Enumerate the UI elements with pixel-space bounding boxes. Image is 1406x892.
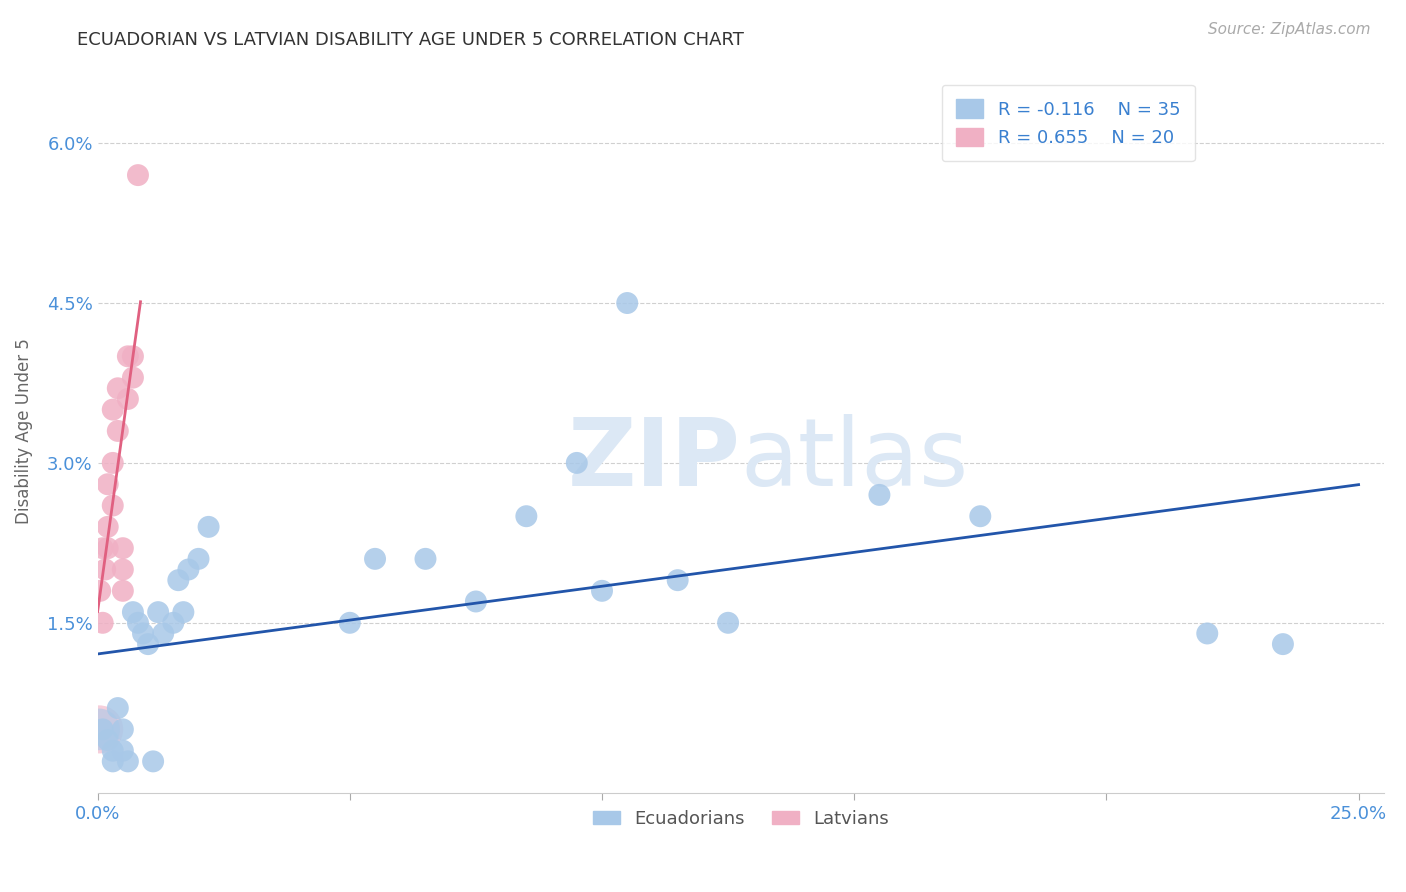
Point (101, 755, 124, 769)
Point (101, 499, 124, 513)
Legend: Ecuadorians, Latvians: Ecuadorians, Latvians (585, 803, 896, 835)
Point (111, 583, 134, 598)
Point (1271, 637, 1294, 651)
Y-axis label: Disability Age Under 5: Disability Age Under 5 (15, 338, 32, 524)
Point (89, 723, 111, 737)
Point (89, 583, 111, 598)
Point (97, 541, 120, 556)
Point (89, 723, 111, 737)
Point (167, 573, 190, 587)
Point (111, 541, 134, 556)
Point (91, 541, 114, 556)
Point (868, 488, 890, 502)
Point (616, 296, 638, 310)
Point (132, 626, 155, 640)
Point (415, 552, 437, 566)
Point (117, 349, 139, 363)
Point (122, 370, 145, 384)
Point (127, 168, 149, 182)
Point (162, 615, 184, 630)
Point (111, 562, 134, 576)
Point (94, 562, 117, 576)
Point (591, 583, 613, 598)
Point (107, 424, 129, 438)
Point (969, 509, 991, 524)
Point (97, 477, 120, 491)
Point (177, 562, 200, 576)
Point (1197, 626, 1219, 640)
Point (146, 605, 169, 619)
Point (666, 573, 689, 587)
Point (117, 392, 139, 406)
Point (339, 615, 361, 630)
Point (717, 615, 740, 630)
Point (122, 605, 145, 619)
Point (101, 402, 124, 417)
Point (97, 733, 120, 747)
Text: atlas: atlas (741, 414, 969, 506)
Point (364, 552, 387, 566)
Point (136, 637, 159, 651)
Point (565, 456, 588, 470)
Point (101, 456, 124, 470)
Point (197, 520, 219, 534)
Text: ZIP: ZIP (568, 414, 741, 506)
Point (187, 552, 209, 566)
Point (515, 509, 537, 524)
Point (107, 381, 129, 395)
Point (91, 723, 114, 737)
Point (111, 723, 134, 737)
Text: Source: ZipAtlas.com: Source: ZipAtlas.com (1208, 22, 1371, 37)
Point (111, 744, 134, 758)
Text: ECUADORIAN VS LATVIAN DISABILITY AGE UNDER 5 CORRELATION CHART: ECUADORIAN VS LATVIAN DISABILITY AGE UND… (77, 31, 744, 49)
Point (122, 349, 145, 363)
Point (91, 615, 114, 630)
Point (152, 626, 174, 640)
Point (117, 755, 139, 769)
Point (97, 520, 120, 534)
Point (464, 594, 486, 608)
Point (127, 615, 149, 630)
Point (101, 744, 124, 758)
Point (172, 605, 194, 619)
Point (107, 701, 129, 715)
Point (142, 755, 165, 769)
